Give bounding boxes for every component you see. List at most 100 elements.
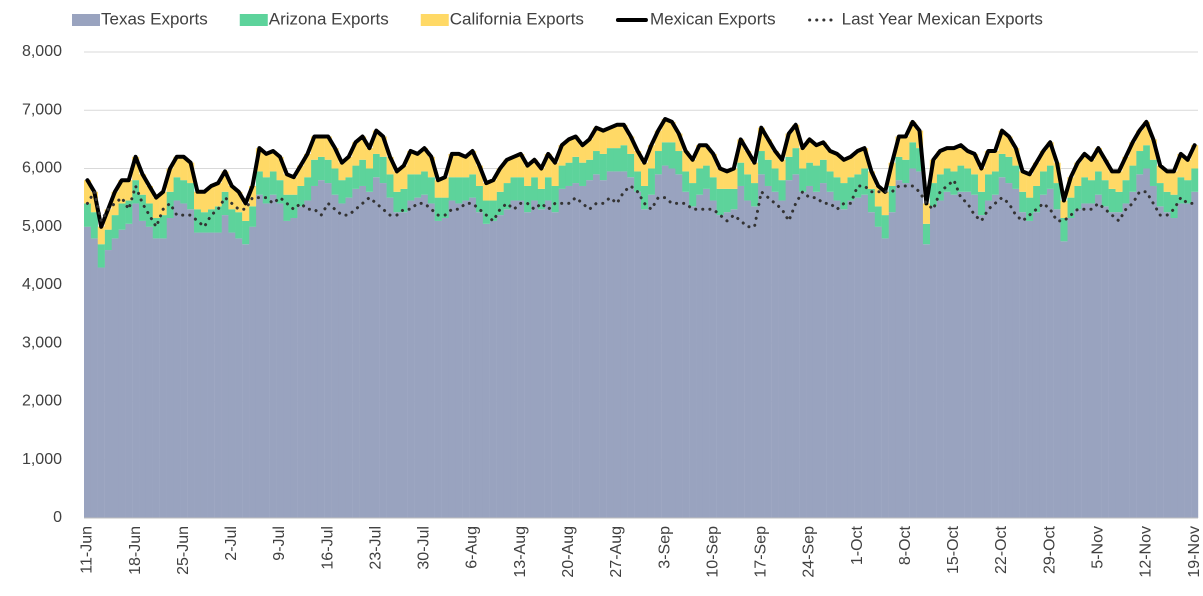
bar-segment	[1136, 151, 1144, 175]
bar-segment	[971, 174, 979, 195]
bar-segment	[317, 156, 325, 181]
bar-segment	[503, 159, 511, 184]
bar-segment	[207, 232, 215, 518]
x-tick-label: 12-Nov	[1138, 526, 1155, 578]
bar-segment	[634, 191, 642, 519]
bar-segment	[1039, 194, 1047, 518]
bar-segment	[1122, 203, 1130, 518]
bar-segment	[730, 188, 738, 210]
bar-segment	[799, 148, 807, 169]
bar-segment	[1122, 180, 1130, 204]
bar-segment	[503, 209, 511, 518]
bar-segment	[764, 139, 772, 160]
bar-segment	[723, 212, 731, 518]
x-tick-label: 5-Nov	[1090, 526, 1107, 569]
x-tick-label: 24-Sep	[801, 526, 818, 578]
bar-segment	[290, 218, 298, 518]
bar-segment	[702, 145, 710, 166]
bar-segment	[627, 177, 635, 519]
bar-segment	[1012, 188, 1020, 518]
bar-segment	[338, 180, 346, 204]
bar-segment	[998, 130, 1006, 154]
bar-segment	[180, 203, 188, 518]
x-tick-label: 20-Aug	[560, 526, 577, 578]
bar-segment	[1032, 162, 1041, 186]
bar-segment	[888, 212, 896, 518]
bar-segment	[682, 151, 690, 172]
bar-segment	[125, 180, 133, 201]
bar-segment	[414, 153, 422, 175]
bar-segment	[352, 165, 360, 189]
bar-segment	[482, 223, 490, 518]
bar-segment	[407, 151, 415, 175]
bar-segment	[936, 200, 944, 518]
bar-segment	[537, 168, 545, 189]
y-tick-label: 6,000	[22, 160, 62, 177]
bar-segment	[737, 185, 745, 518]
bar-segment	[221, 215, 229, 518]
bar-segment	[469, 174, 477, 198]
bar-segment	[819, 159, 827, 184]
bar-segment	[475, 165, 484, 186]
bar-segment	[1191, 191, 1199, 519]
bar-segment	[1019, 171, 1027, 192]
bar-segment	[812, 165, 820, 192]
bar-segment	[1067, 177, 1075, 198]
bar-segment	[1012, 148, 1020, 166]
bar-segment	[737, 139, 745, 163]
bar-segment	[352, 188, 360, 518]
bar-segment	[462, 156, 470, 178]
bar-segment	[757, 151, 765, 175]
bar-segment	[517, 177, 525, 201]
x-tick-label: 2-Jul	[223, 526, 240, 561]
bar-segment	[104, 229, 112, 251]
bar-segment	[104, 250, 112, 519]
bar-segment	[1115, 171, 1123, 192]
bar-segment	[359, 136, 367, 160]
bar-segment	[778, 159, 786, 181]
bar-segment	[324, 136, 332, 160]
bar-segment	[977, 168, 986, 192]
bar-segment	[620, 145, 628, 172]
bar-segment	[317, 136, 325, 157]
bar-segment	[331, 194, 339, 518]
bar-segment	[1081, 203, 1089, 518]
bar-segment	[379, 183, 387, 518]
bar-segment	[145, 203, 153, 227]
x-tick-label: 1-Oct	[849, 525, 866, 565]
bar-segment	[310, 136, 319, 160]
bar-segment	[524, 212, 532, 518]
bar-segment	[558, 165, 566, 189]
bar-segment	[1026, 197, 1034, 221]
bar-segment	[943, 168, 951, 192]
bar-segment	[386, 197, 394, 518]
bar-segment	[854, 151, 862, 175]
bar-segment	[696, 168, 704, 195]
legend: Texas Exports Arizona Exports California E…	[72, 9, 1043, 28]
bar-segment	[345, 197, 353, 518]
bar-segment	[496, 191, 504, 216]
bar-segment	[1142, 168, 1151, 518]
bar-segment	[324, 159, 332, 184]
bar-segment	[1026, 174, 1034, 198]
bar-segment	[228, 185, 236, 210]
bar-segment	[936, 151, 944, 175]
x-tick-label: 18-Jun	[127, 526, 144, 575]
bar-segment	[310, 159, 319, 186]
bar-segment	[304, 177, 312, 201]
bar-segment	[262, 203, 270, 518]
bar-segment	[1087, 159, 1096, 181]
bar-segment	[634, 171, 642, 192]
bar-segment	[826, 151, 834, 172]
bar-segment	[606, 148, 614, 172]
bar-segment	[792, 124, 800, 149]
bar-segment	[888, 185, 896, 213]
bar-segment	[902, 159, 910, 184]
bar-segment	[365, 148, 374, 169]
bar-segment	[345, 156, 353, 178]
bar-segment	[744, 200, 752, 518]
bar-segment	[964, 151, 972, 169]
bar-segment	[97, 267, 105, 518]
bar-segment	[785, 180, 793, 518]
bar-segment	[1101, 206, 1109, 519]
